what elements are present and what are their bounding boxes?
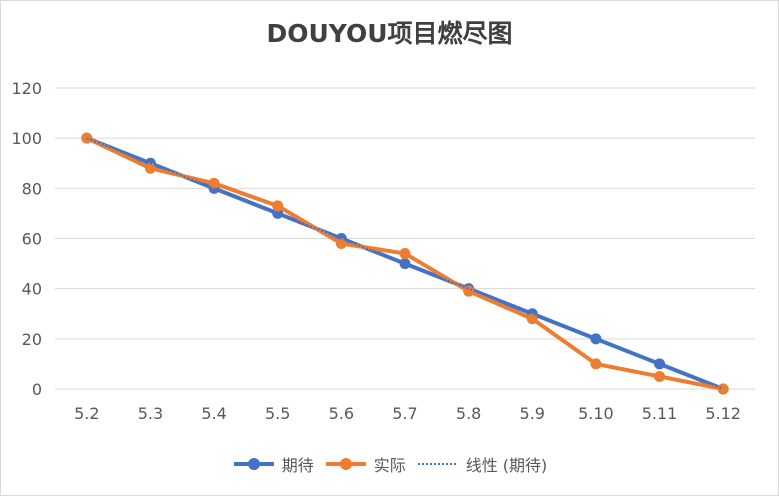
x-tick-label: 5.5 (265, 404, 290, 423)
data-point-actual (335, 238, 347, 250)
x-tick-label: 5.6 (329, 404, 354, 423)
y-tick-label: 40 (22, 280, 42, 299)
x-tick-label: 5.9 (520, 404, 545, 423)
legend-marker-trendline (417, 463, 458, 465)
chart-title: DOUYOU项目燃尽图 (266, 19, 513, 48)
x-tick-label: 5.2 (74, 404, 99, 423)
y-tick-label: 100 (11, 129, 42, 148)
series-lines (81, 132, 729, 395)
data-point-expected (399, 258, 411, 270)
y-tick-label: 0 (32, 380, 42, 399)
x-axis-tick-labels: 5.2 5.3 5.4 5.5 5.6 5.7 5.8 5.9 5.10 5.11 5.12 (74, 404, 741, 423)
x-tick-label: 5.11 (642, 404, 678, 423)
data-point-actual (590, 358, 602, 370)
data-point-actual (208, 177, 220, 189)
y-tick-label: 60 (22, 230, 42, 249)
legend-label-expected: 期待 (281, 456, 314, 475)
data-point-actual (399, 248, 411, 260)
legend-marker-expected (233, 458, 274, 470)
y-axis-tick-labels: 0 20 40 60 80 100 120 (11, 79, 42, 399)
legend-marker-actual (325, 458, 366, 470)
data-point-expected (590, 333, 602, 345)
data-point-actual (463, 285, 475, 297)
y-tick-label: 80 (22, 179, 42, 198)
x-tick-label: 5.7 (392, 404, 417, 423)
legend-label-actual: 实际 (373, 456, 406, 475)
x-tick-label: 5.12 (705, 404, 741, 423)
y-tick-label: 20 (22, 330, 42, 349)
legend-item-actual: 实际 (324, 452, 406, 476)
legend-item-expected: 期待 (232, 452, 314, 476)
x-tick-label: 5.8 (456, 404, 481, 423)
data-point-expected (654, 358, 666, 370)
gridlines (55, 87, 755, 390)
legend-item-trendline: 线性 (期待) (416, 452, 548, 476)
data-point-actual (144, 162, 156, 174)
data-point-actual (526, 313, 538, 325)
legend-label-trendline: 线性 (期待) (465, 456, 548, 475)
x-tick-label: 5.10 (578, 404, 614, 423)
data-point-actual (272, 200, 284, 212)
x-tick-label: 5.4 (201, 404, 226, 423)
data-point-actual (654, 370, 666, 382)
legend: 期待 实际 线性 (期待) (0, 452, 779, 476)
y-tick-label: 120 (11, 79, 42, 98)
x-tick-label: 5.3 (138, 404, 163, 423)
